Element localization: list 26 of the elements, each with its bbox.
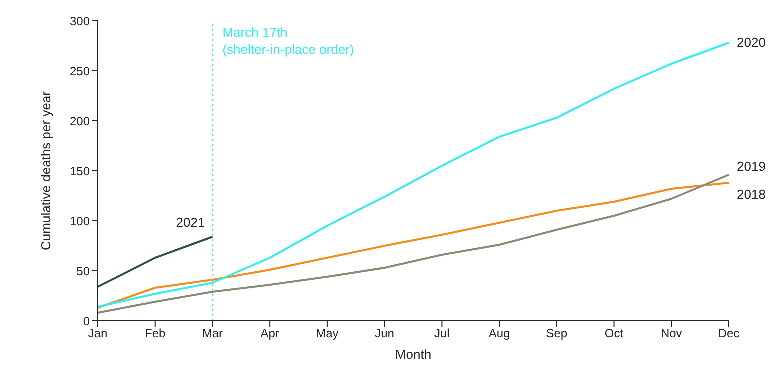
x-tick-label: Feb (145, 326, 166, 341)
y-tick-label: 150 (70, 164, 90, 178)
x-tick-label: Apr (260, 326, 280, 341)
x-tick-label: Mar (202, 326, 224, 341)
series-label: 2019 (737, 159, 766, 174)
x-tick-label: Dec (718, 326, 740, 341)
ref-line-label: March 17th (shelter-in-place order) (222, 25, 354, 57)
x-tick-label: Jan (88, 326, 108, 341)
y-tick-label: 200 (70, 114, 90, 128)
series-label: 2020 (737, 35, 766, 50)
x-tick-label: Jun (375, 326, 394, 341)
y-tick-label: 0 (83, 314, 90, 328)
x-tick-label: Sep (546, 326, 568, 341)
x-tick-label: Jul (434, 326, 450, 341)
x-axis-title: Month (395, 347, 432, 362)
y-tick-label: 250 (70, 64, 90, 78)
x-tick-label: May (316, 326, 339, 341)
series-label: 2018 (737, 187, 766, 202)
x-tick-label: Nov (660, 326, 682, 341)
series-label: 2021 (176, 215, 206, 230)
y-tick-label: 100 (70, 214, 90, 228)
x-tick-label: Oct (604, 326, 624, 341)
y-tick-label: 50 (76, 264, 90, 278)
y-tick-label: 300 (70, 14, 90, 28)
y-axis-title: Cumulative deaths per year (38, 90, 54, 250)
x-tick-label: Aug (488, 326, 510, 341)
